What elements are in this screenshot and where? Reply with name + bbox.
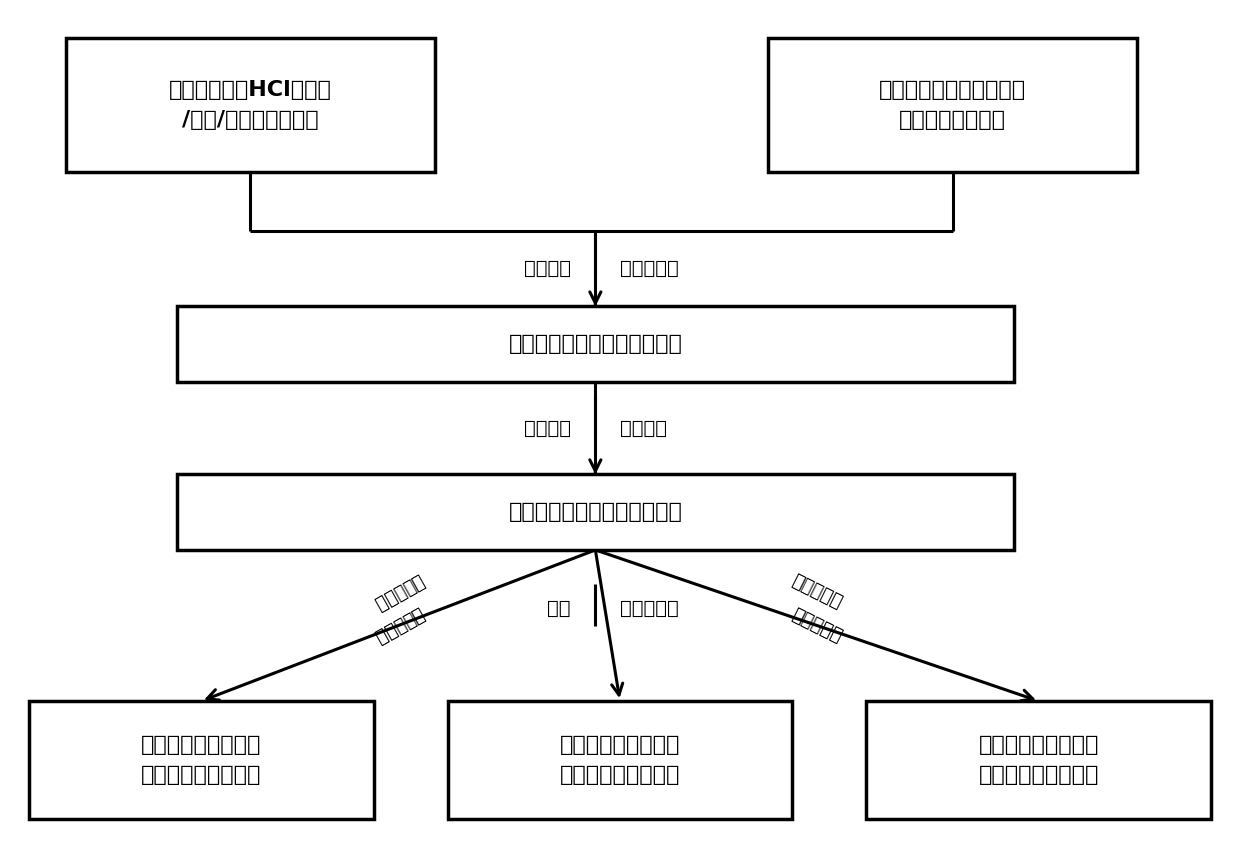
Text: 氮原子掺杂: 氮原子掺杂 (620, 600, 678, 618)
Text: 反应釜加热: 反应釜加热 (620, 259, 678, 278)
Bar (448, 701, 792, 818)
Text: 氮原子掺杂四氧化三
钴多级纳米阵列结构: 氮原子掺杂四氧化三 钴多级纳米阵列结构 (559, 735, 681, 784)
Bar (66, 38, 435, 172)
Text: 次亚磷酸钠: 次亚磷酸钠 (371, 571, 427, 613)
Text: 磷原子掺杂: 磷原子掺杂 (371, 605, 427, 646)
Bar (768, 38, 1137, 172)
Text: 硫代硫酸钠: 硫代硫酸钠 (789, 572, 846, 612)
Text: 硫原子掺杂: 硫原子掺杂 (789, 605, 846, 645)
Text: 硫原子掺杂四氧化三
钴多级纳米阵列结构: 硫原子掺杂四氧化三 钴多级纳米阵列结构 (978, 735, 1099, 784)
Text: 四氧化三钴多级纳米阵列结构: 四氧化三钴多级纳米阵列结构 (508, 502, 682, 522)
Bar (176, 306, 1014, 382)
Text: 泡沫镍分别用HCl，丙酮
/乙醇/去离子水预处理: 泡沫镍分别用HCl，丙酮 /乙醇/去离子水预处理 (169, 80, 332, 130)
Bar (176, 474, 1014, 550)
Text: 空气氛围: 空气氛围 (523, 419, 570, 438)
Bar (867, 701, 1211, 818)
Text: 磷原子掺杂四氧化三
钴多级纳米阵列结构: 磷原子掺杂四氧化三 钴多级纳米阵列结构 (141, 735, 262, 784)
Text: 尿素: 尿素 (547, 600, 570, 618)
Bar (29, 701, 373, 818)
Text: 硝酸钴，尿素，氟化铵，
溶解于去离子水中: 硝酸钴，尿素，氟化铵， 溶解于去离子水中 (879, 80, 1027, 130)
Text: 煅烧处理: 煅烧处理 (620, 419, 667, 438)
Text: 恒定温度: 恒定温度 (523, 259, 570, 278)
Text: 钴基前驱体多级纳米阵列结构: 钴基前驱体多级纳米阵列结构 (508, 334, 682, 354)
